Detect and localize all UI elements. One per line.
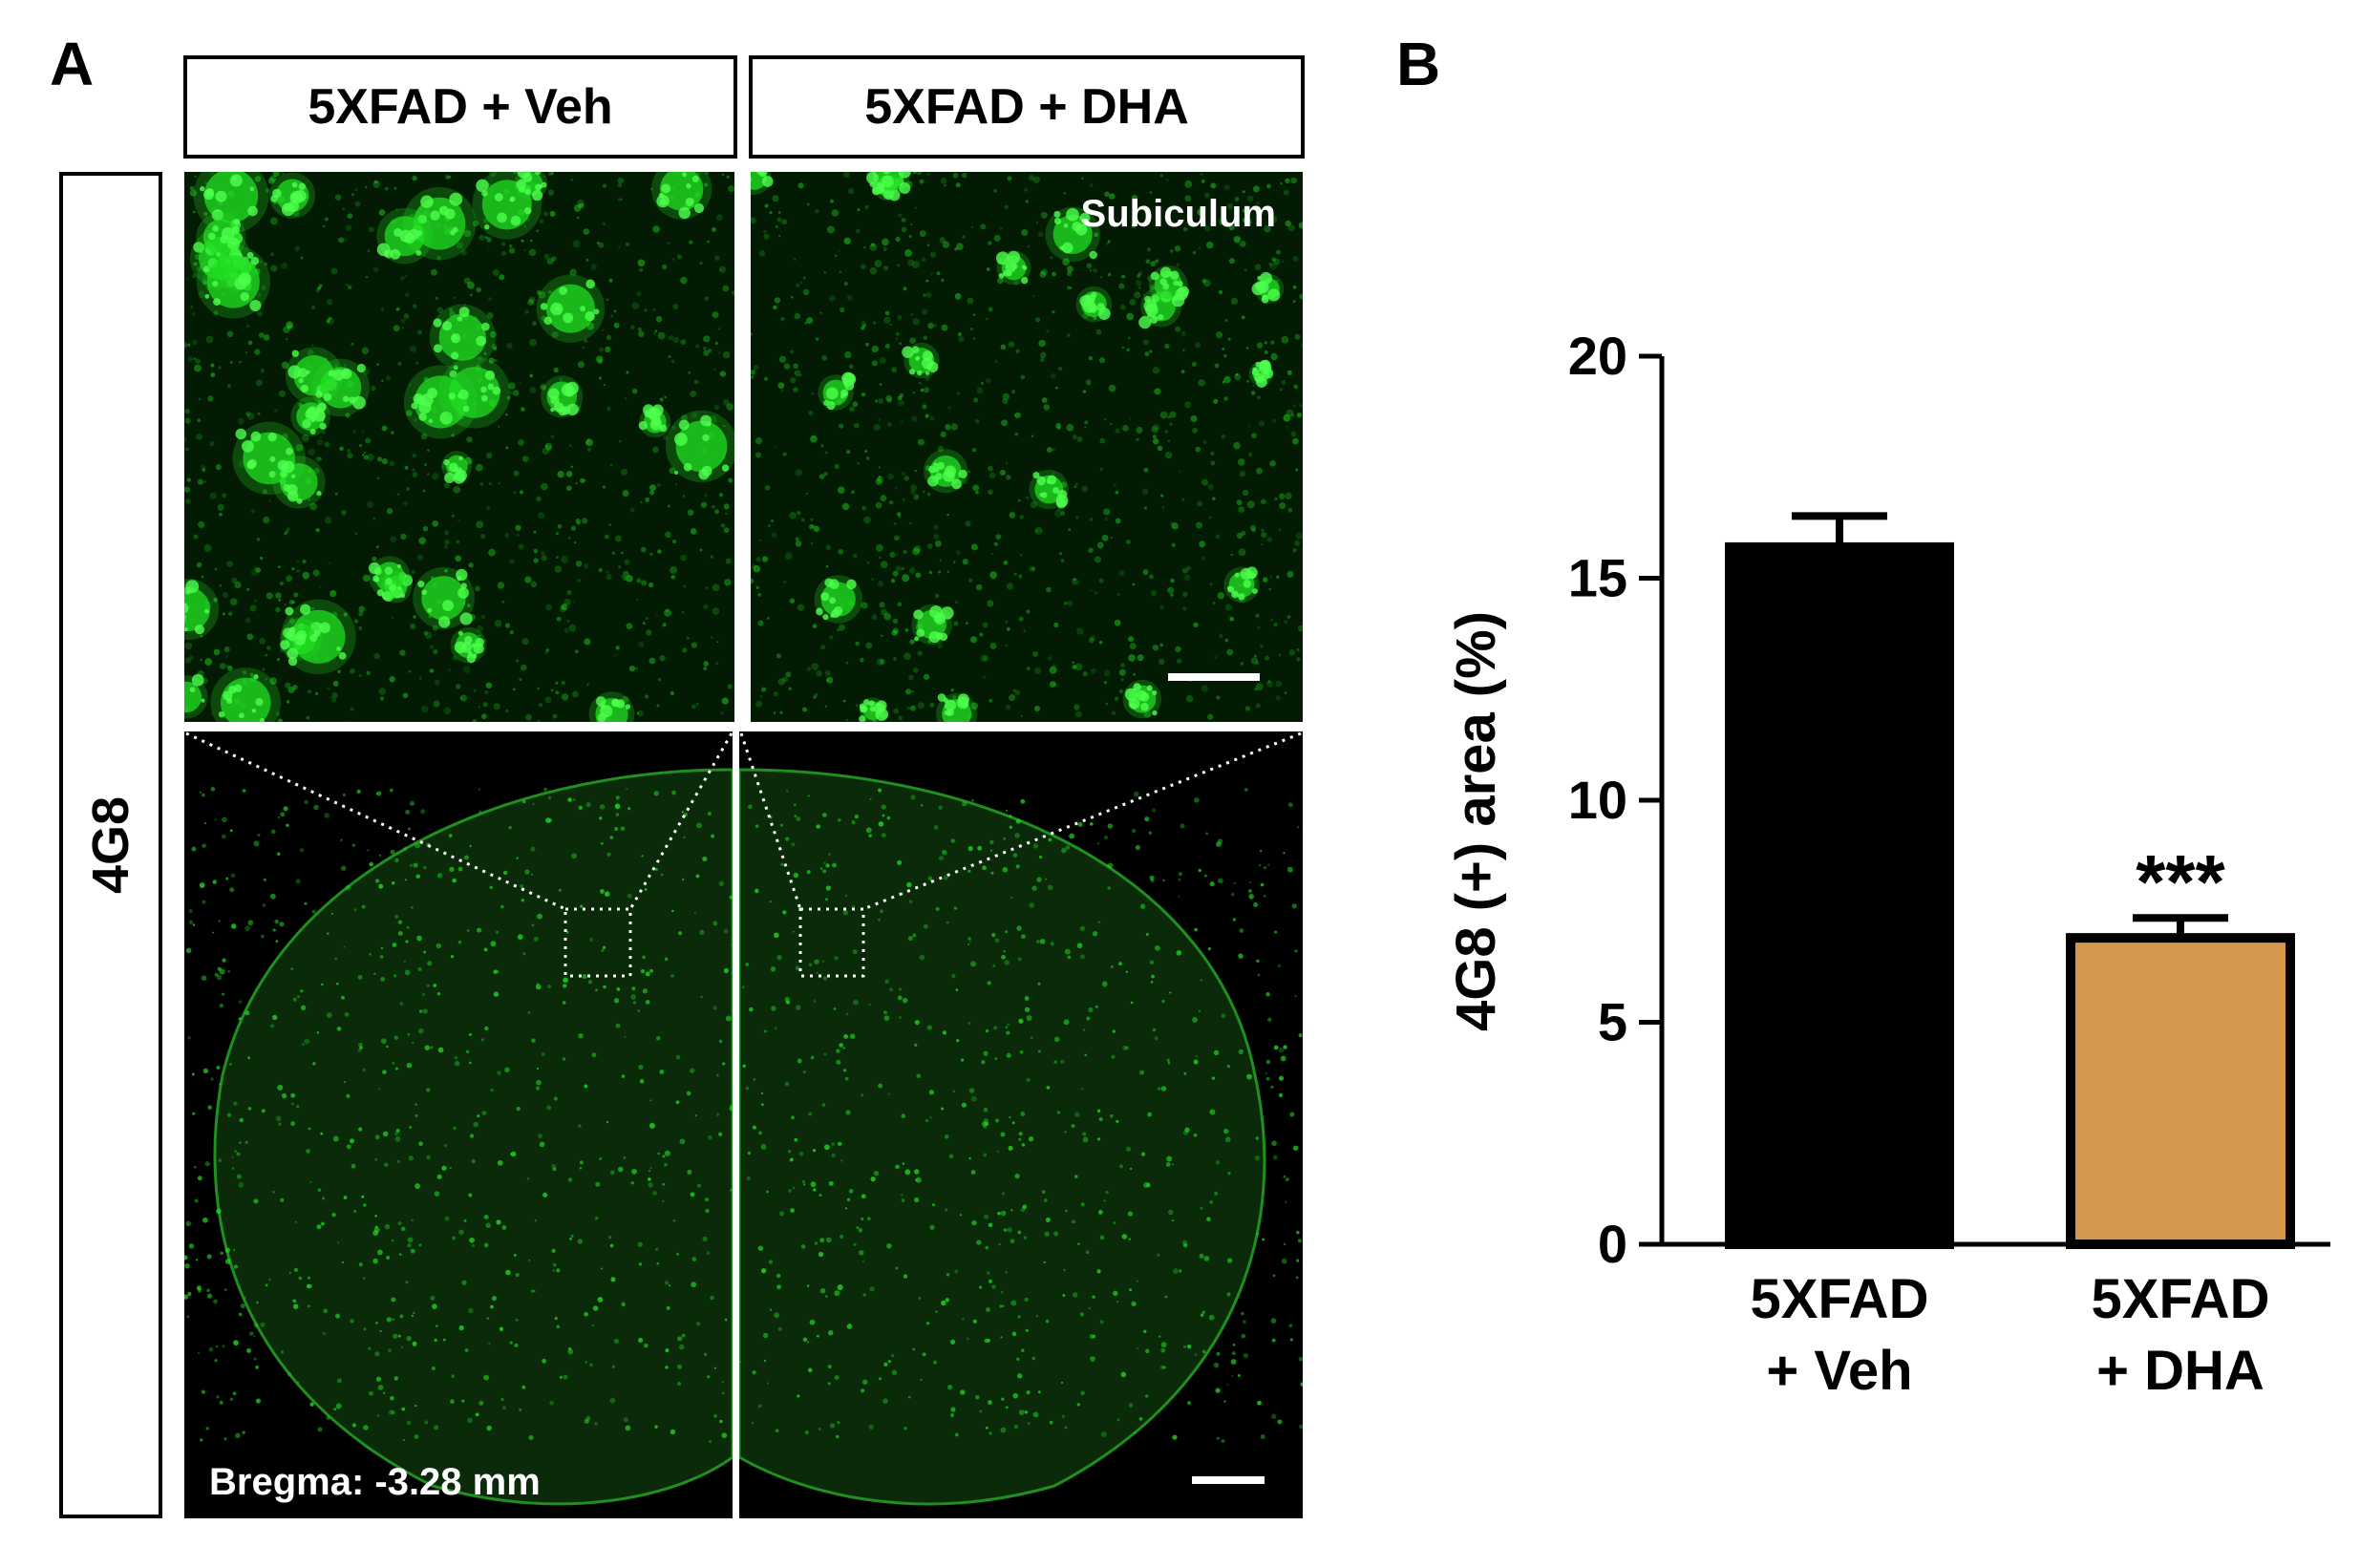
category-label-1: 5XFAD [1751,1268,1929,1330]
panel-b-letter: B [1396,30,1441,98]
plaque [911,604,954,646]
plaque [438,356,511,429]
plaque [193,172,269,234]
category-label-1: + Veh [1766,1340,1912,1402]
plaque [1122,679,1162,719]
plaque [751,172,774,195]
plaque [279,618,323,661]
significance-label: *** [2136,839,2225,924]
y-tick-label: 5 [1598,992,1627,1052]
plaque [290,396,330,436]
plaque [924,449,968,494]
plaque [1248,359,1274,389]
micrograph-veh-zoom [184,172,734,722]
scale-bar-zoom [1168,673,1260,681]
plaque [429,304,496,371]
y-axis-title: 4G8 (+) area (%) [1445,611,1507,1031]
plaque [818,371,857,411]
micrograph-dha-zoom: Subiculum [751,172,1303,722]
column-header-veh: 5XFAD + Veh [183,55,737,159]
plaque [650,172,712,220]
plaque [196,244,270,319]
panel-a-letter: A [50,30,95,98]
column-header-dha: 5XFAD + DHA [749,55,1305,159]
plaque [1029,469,1070,510]
category-label-2: + DHA [2096,1340,2264,1402]
plaque [995,250,1031,286]
plaque [268,172,316,219]
plaque [814,575,863,624]
plaque [210,667,281,722]
region-label: Subiculum [1080,193,1276,235]
category-label-2: 5XFAD [2092,1268,2270,1330]
plaque [311,358,370,417]
plaque [514,172,548,201]
y-tick-label: 0 [1598,1214,1627,1274]
plaque [368,556,411,598]
row-label-box: 4G8 [59,172,162,1518]
plaque [536,274,606,343]
y-tick-label: 10 [1568,770,1627,830]
plaque [866,172,911,197]
plaque [859,697,889,722]
plaque [184,578,220,641]
plaque [588,691,635,722]
plaque [936,692,978,722]
plaque [1251,271,1285,304]
plaque [541,375,584,418]
scale-bar-section [1192,1476,1265,1484]
bar-2 [2066,933,2295,1250]
plaque [902,342,940,379]
y-tick-label: 20 [1568,326,1627,386]
plaque [272,456,326,509]
bregma-label: Bregma: -3.28 mm [209,1461,541,1503]
plaque [1148,265,1190,307]
plaque [1223,566,1260,604]
plaque [665,410,734,483]
y-tick-label: 15 [1568,548,1627,608]
plaque [1045,206,1100,263]
plaque [376,207,434,265]
plaque [184,673,208,719]
plaque [196,212,246,263]
plaque [1075,286,1113,323]
plaque [638,404,671,438]
plaque [413,566,475,629]
plaque [441,451,473,484]
micrograph-dha-section [739,731,1303,1518]
bar-1 [1725,541,1954,1249]
plaque [450,626,487,664]
